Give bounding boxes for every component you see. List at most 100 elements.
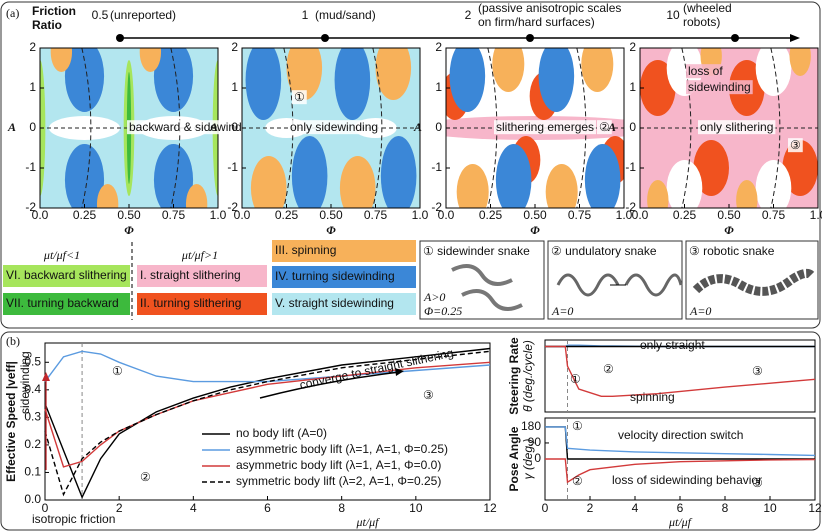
annotation-bg bbox=[686, 64, 726, 79]
snake-title: ② undulatory snake bbox=[551, 244, 657, 258]
y-tick-label: 0 bbox=[435, 120, 442, 134]
map-annotation: only sidewinding bbox=[290, 120, 378, 134]
x-tick-label: 1.0 bbox=[616, 208, 633, 222]
phase-region bbox=[286, 48, 323, 100]
ratio-dot bbox=[731, 34, 739, 42]
y-axis-label: A bbox=[607, 120, 616, 134]
phase-region bbox=[545, 164, 578, 208]
phase-region bbox=[153, 144, 194, 208]
y-tick-label: -1 bbox=[227, 160, 238, 174]
x-tick-label: 0.0 bbox=[438, 208, 455, 222]
phase-region bbox=[291, 136, 328, 208]
series-line bbox=[545, 345, 816, 397]
y-axis-label: A bbox=[7, 120, 16, 134]
x-tick-label: 0.25 bbox=[673, 208, 697, 222]
y-axis-label: Steering Rate bbox=[507, 337, 521, 415]
map-annotation: ③ bbox=[790, 138, 801, 152]
phase-region bbox=[647, 180, 669, 208]
ratio-note: robots) bbox=[683, 15, 720, 29]
snake-param: A=0 bbox=[689, 304, 711, 318]
phase-region bbox=[755, 160, 792, 208]
x-tick-label: 6 bbox=[677, 501, 684, 515]
annotation: ③ bbox=[752, 476, 763, 490]
phase-region bbox=[449, 48, 486, 112]
phase-region bbox=[755, 48, 792, 96]
y-tick-label: 1 bbox=[435, 80, 442, 94]
ratio-dot bbox=[321, 34, 329, 42]
annotation: sidewinding bbox=[18, 351, 32, 414]
snake-box bbox=[419, 240, 545, 320]
y-tick-label: -2 bbox=[25, 200, 36, 214]
panel-a-frame bbox=[0, 1, 821, 329]
map-annotation: sidewinding bbox=[688, 80, 751, 94]
legend-text: II. turning slithering bbox=[140, 296, 241, 310]
snake-param: Φ=0.25 bbox=[424, 304, 462, 318]
x-tick-label: 0.25 bbox=[275, 208, 299, 222]
x-tick-label: 0 bbox=[542, 501, 549, 515]
x-tick-label: 1.0 bbox=[210, 208, 227, 222]
panel-b-frame bbox=[0, 331, 821, 531]
y-tick-label: 0.0 bbox=[24, 492, 41, 506]
x-tick-label: 0.50 bbox=[319, 208, 343, 222]
y-tick-label: 2 bbox=[29, 40, 36, 54]
annotation-bg bbox=[292, 90, 307, 105]
legend-text: VI. backward slithering bbox=[6, 268, 127, 282]
legend-text: asymmetric body lift (λ=1, A=1, Φ=0.25) bbox=[236, 442, 448, 456]
legend-swatch bbox=[137, 293, 267, 315]
x-tick-label: 0.25 bbox=[479, 208, 503, 222]
y-tick-label: 0.3 bbox=[24, 410, 41, 424]
phase-region bbox=[96, 184, 119, 208]
y-axis-label: Effective Speed |veff| bbox=[4, 361, 18, 482]
map-annotation: slithering emerges bbox=[496, 120, 594, 134]
snake-param: A=0 bbox=[551, 304, 573, 318]
map-annotation: ① bbox=[294, 90, 305, 104]
annotation: isotropic friction bbox=[32, 512, 115, 526]
x-tick-label: 0.75 bbox=[762, 208, 786, 222]
x-axis-label: Φ bbox=[326, 223, 336, 237]
y-tick-label: 1 bbox=[629, 80, 636, 94]
x-tick-label: 0.0 bbox=[632, 208, 649, 222]
annotation-bg bbox=[698, 120, 776, 135]
legend-text: asymmetric body lift (λ=1, A=1, Φ=0.0) bbox=[236, 458, 441, 472]
y-tick-label: 0.1 bbox=[24, 465, 41, 479]
phase-region bbox=[64, 144, 105, 208]
map-annotation: backward & sidewinding bbox=[129, 120, 258, 134]
snake-box bbox=[685, 240, 819, 320]
panel-label: (a) bbox=[6, 6, 19, 20]
annotation: ② bbox=[603, 362, 614, 376]
y-tick-label: 0 bbox=[629, 120, 636, 134]
y-tick-label: 2 bbox=[231, 40, 238, 54]
y-tick-label: 0 bbox=[231, 120, 238, 134]
ratio-dot bbox=[116, 34, 124, 42]
legend-text: symmetric body lift (λ=2, A=1, Φ=0.25) bbox=[236, 474, 441, 488]
x-axis-label: μt/μf bbox=[668, 515, 693, 529]
snake-box bbox=[547, 240, 683, 320]
y-tick-label: 0.2 bbox=[24, 437, 41, 451]
y-tick-label: 1 bbox=[231, 80, 238, 94]
legend-swatch bbox=[272, 293, 416, 315]
legend-text: no body lift (A=0) bbox=[236, 426, 327, 440]
annotation: ② bbox=[140, 470, 151, 484]
boundary-line bbox=[770, 48, 781, 208]
y-tick-label: -2 bbox=[625, 200, 636, 214]
map-annotation: ② bbox=[599, 120, 610, 134]
x-tick-label: 4 bbox=[190, 501, 197, 515]
y-tick-label: 0 bbox=[534, 451, 541, 465]
phase-region bbox=[139, 48, 162, 72]
x-tick-label: 1.0 bbox=[810, 208, 822, 222]
y-tick-label: 2 bbox=[629, 40, 636, 54]
annotation-bg bbox=[597, 120, 612, 135]
x-tick-label: 0.50 bbox=[717, 208, 741, 222]
legend-swatch bbox=[272, 240, 416, 262]
ratio-note: (wheeled bbox=[683, 1, 732, 15]
phase-region bbox=[64, 48, 105, 112]
phase-region bbox=[250, 156, 287, 208]
annotation: loss of sidewinding behavior bbox=[612, 473, 762, 487]
x-tick-label: 10 bbox=[409, 501, 423, 515]
plot-frame bbox=[544, 339, 816, 413]
ratio-note: on firm/hard surfaces) bbox=[478, 15, 595, 29]
annotation: ① bbox=[572, 419, 583, 433]
snake-title: ③ robotic snake bbox=[689, 244, 775, 258]
phase-region bbox=[495, 144, 532, 208]
snake-title: ① sidewinder snake bbox=[423, 244, 530, 258]
